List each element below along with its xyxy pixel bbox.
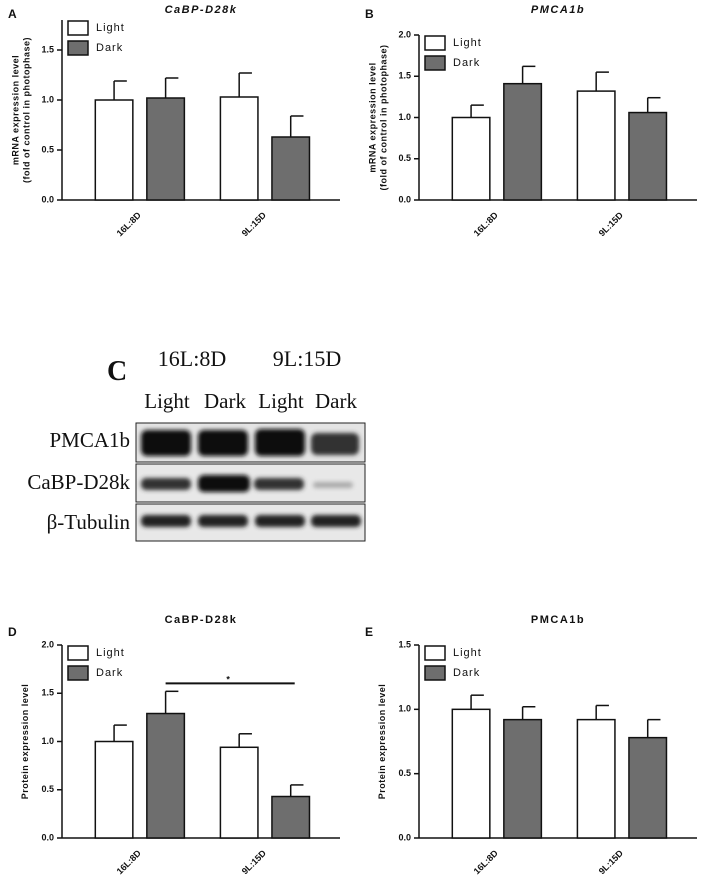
y-tick-label: 1.0 [41, 736, 54, 746]
y-tick-label: 0.5 [398, 153, 411, 163]
blot-panel: C 16L:8D 9L:15D Light Dark Light Dark PM… [27, 346, 366, 542]
x-tick-label: 9L:15D [240, 848, 269, 877]
legend-label: Dark [453, 57, 480, 69]
band [254, 478, 304, 490]
x-tick-label: 16L:8D [472, 848, 501, 877]
x-tick-label: 9L:15D [597, 848, 626, 877]
band [311, 433, 359, 455]
y-tick-label: 1.5 [41, 688, 54, 698]
row-label: CaBP-D28k [27, 470, 130, 494]
y-axis-label: (fold of control in photophase) [379, 45, 389, 191]
band [311, 515, 361, 527]
y-tick-label: 0.0 [41, 194, 54, 204]
legend-label: Dark [453, 667, 480, 679]
y-tick-label: 0.5 [41, 144, 54, 154]
y-tick-label: 1.0 [41, 94, 54, 104]
y-tick-label: 1.0 [398, 704, 411, 714]
row-label: PMCA1b [49, 428, 130, 452]
legend-swatch [424, 665, 446, 681]
panel-label: D [8, 625, 17, 639]
y-tick-label: 2.0 [41, 639, 54, 649]
legend-label: Dark [96, 667, 123, 679]
legend-label: Light [453, 37, 482, 49]
bar [576, 90, 616, 201]
lane-label: Light [258, 389, 304, 413]
panel-label: E [365, 625, 373, 639]
bar [219, 96, 259, 201]
condition-label: 9L:15D [273, 346, 341, 371]
y-tick-label: 1.0 [398, 112, 411, 122]
y-axis-label: (fold of control in photophase) [22, 37, 32, 183]
panel-label: B [365, 7, 374, 21]
bar [451, 708, 491, 839]
band [313, 482, 353, 488]
lane-label: Dark [204, 389, 246, 413]
x-tick-label: 16L:8D [115, 848, 144, 877]
x-tick-label: 9L:15D [597, 210, 626, 239]
x-tick-label: 9L:15D [240, 210, 269, 239]
legend-label: Dark [96, 42, 123, 54]
legend-swatch [67, 20, 89, 36]
y-tick-label: 0.0 [398, 832, 411, 842]
y-axis-label: Protein expression level [20, 684, 30, 800]
panel-label: A [8, 7, 17, 21]
legend-swatch [424, 645, 446, 661]
y-tick-label: 2.0 [398, 29, 411, 39]
y-tick-label: 1.5 [398, 71, 411, 81]
y-tick-label: 0.0 [41, 832, 54, 842]
bar [451, 116, 491, 201]
chart-title: CaBP-D28k [165, 4, 238, 16]
band [198, 430, 248, 456]
bar [271, 795, 311, 839]
bar [219, 746, 259, 839]
legend-label: Light [96, 647, 125, 659]
bar [576, 718, 616, 839]
legend-label: Light [453, 647, 482, 659]
panel-label: C [107, 356, 127, 387]
y-tick-label: 0.0 [398, 194, 411, 204]
bar [94, 740, 134, 839]
condition-label: 16L:8D [158, 346, 226, 371]
x-tick-label: 16L:8D [115, 210, 144, 239]
legend-swatch [67, 665, 89, 681]
bar [628, 736, 668, 839]
bands [141, 429, 361, 527]
y-tick-label: 0.5 [398, 768, 411, 778]
bar [146, 712, 186, 839]
chart-title: PMCA1b [531, 614, 585, 626]
legend-swatch [67, 40, 89, 56]
legend-swatch [424, 55, 446, 71]
x-tick-label: 16L:8D [472, 210, 501, 239]
y-axis-label: mRNA expression level [11, 55, 21, 165]
band [198, 515, 248, 527]
band [141, 515, 191, 527]
y-axis-label: mRNA expression level [368, 62, 378, 172]
band [141, 478, 191, 490]
band [255, 515, 305, 527]
lane-label: Light [144, 389, 190, 413]
chart-title: PMCA1b [531, 4, 585, 16]
legend-label: Light [96, 22, 125, 34]
bar [503, 82, 543, 201]
y-tick-label: 0.5 [41, 784, 54, 794]
legend-swatch [67, 645, 89, 661]
legend-swatch [424, 35, 446, 51]
significance-label: * [226, 675, 230, 685]
bar [271, 136, 311, 201]
y-tick-label: 1.5 [41, 44, 54, 54]
band [255, 429, 305, 456]
bar [94, 99, 134, 201]
band [198, 475, 250, 492]
bar [503, 718, 543, 839]
row-label: β-Tubulin [47, 510, 131, 534]
band [141, 430, 191, 456]
y-tick-label: 1.5 [398, 639, 411, 649]
bar [146, 97, 186, 201]
bar [628, 111, 668, 201]
chart-title: CaBP-D28k [165, 614, 238, 626]
y-axis-label: Protein expression level [377, 684, 387, 800]
lane-label: Dark [315, 389, 357, 413]
